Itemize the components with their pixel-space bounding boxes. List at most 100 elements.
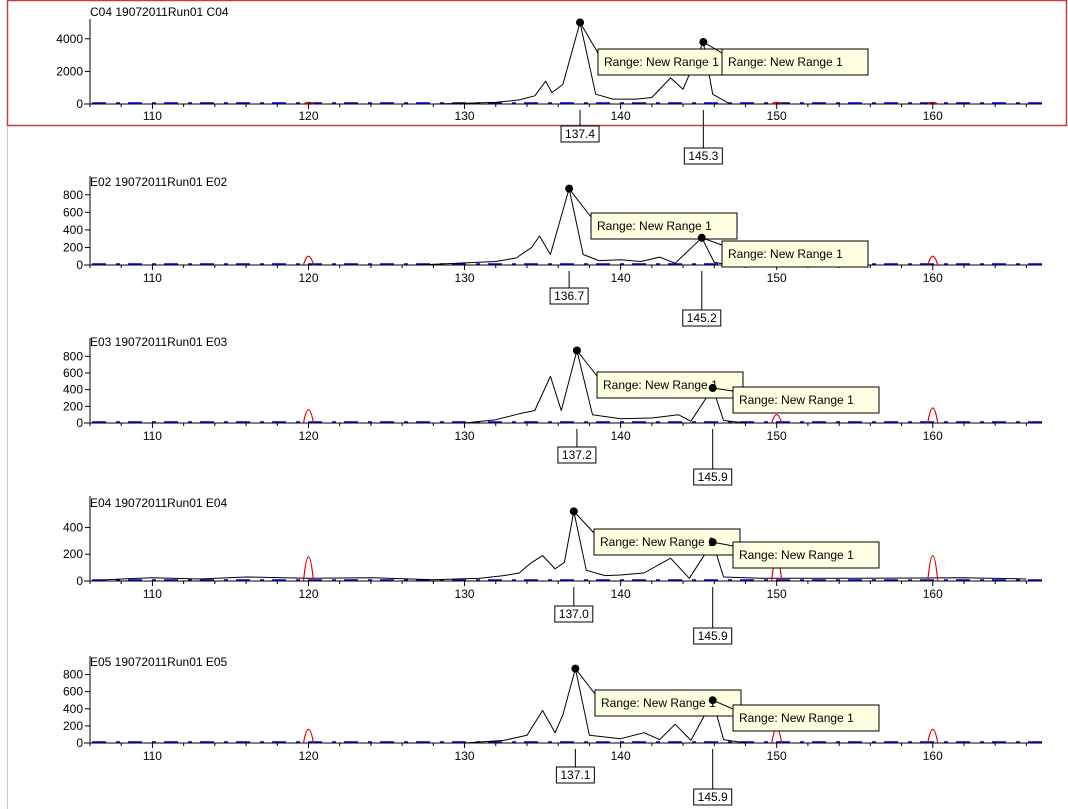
y-tick-label: 0 xyxy=(76,574,83,588)
peak-size-box xyxy=(560,125,600,143)
x-tick-label: 130 xyxy=(455,109,475,123)
peak-marker[interactable] xyxy=(571,664,580,673)
peak-size-label[interactable]: 137.1 xyxy=(555,766,595,784)
peak-size-label[interactable]: 145.9 xyxy=(693,788,733,806)
size-standard-peak xyxy=(302,556,315,582)
range-annotation-box xyxy=(594,689,742,717)
range-annotation-label: Range: New Range 1 xyxy=(728,55,843,69)
y-tick-label: 400 xyxy=(63,383,83,397)
peak-size-label[interactable]: 137.4 xyxy=(560,125,600,143)
peak-size-label[interactable]: 145.9 xyxy=(693,627,733,645)
sample-trace xyxy=(105,510,1027,581)
size-standard-peak xyxy=(302,255,315,266)
x-tick-label: 160 xyxy=(923,587,943,601)
range-annotation-label: Range: New Range 1 xyxy=(603,378,718,392)
range-annotation[interactable]: Range: New Range 1 xyxy=(594,689,742,717)
trace-panel[interactable]: E02 19072011Run01 E02 800 600 400 200 0 110 120… xyxy=(63,175,1042,327)
x-tick-label: 120 xyxy=(298,429,318,443)
peak-size-label[interactable]: 137.2 xyxy=(557,446,597,464)
peak-marker[interactable] xyxy=(708,384,717,392)
x-tick-label: 140 xyxy=(611,109,631,123)
size-standard-peak xyxy=(302,728,315,744)
range-annotation-box xyxy=(590,212,738,240)
range-annotation-box xyxy=(721,48,869,76)
sample-trace xyxy=(464,668,746,744)
peak-size-label[interactable]: 145.9 xyxy=(693,468,733,486)
range-annotation[interactable]: Range: New Range 1 xyxy=(593,528,741,556)
size-standard-peak xyxy=(303,101,314,105)
range-annotation-box xyxy=(732,386,880,414)
range-annotation[interactable]: Range: New Range 1 xyxy=(596,371,744,399)
range-annotation-label: Range: New Range 1 xyxy=(739,548,854,562)
size-standard-peak xyxy=(927,255,939,266)
x-tick-label: 120 xyxy=(298,749,318,763)
range-annotation[interactable]: Range: New Range 1 xyxy=(732,386,880,414)
trace-panel[interactable]: E05 19072011Run01 E05 800 600 400 200 0 110 120… xyxy=(63,655,1042,806)
peak-size-value: 137.1 xyxy=(560,768,590,782)
y-tick-label: 200 xyxy=(63,240,83,254)
x-tick-label: 160 xyxy=(923,271,943,285)
peak-marker[interactable] xyxy=(708,538,717,547)
x-tick-label: 150 xyxy=(767,587,787,601)
y-tick-label: 200 xyxy=(63,399,83,413)
peak-size-value: 137.0 xyxy=(559,607,589,621)
y-tick-label: 0 xyxy=(76,736,83,750)
trace-panel[interactable]: E04 19072011Run01 E04 400 200 0 110 120 130 140… xyxy=(63,496,1042,645)
peak-marker[interactable] xyxy=(572,346,581,355)
y-tick-label: 600 xyxy=(63,366,83,380)
range-annotation[interactable]: Range: New Range 1 xyxy=(721,48,869,76)
panel-title: C04 19072011Run01 C04 xyxy=(90,5,229,19)
annotation-leader xyxy=(576,350,598,377)
panel-title: E02 19072011Run01 E02 xyxy=(90,175,228,189)
range-annotation-label: Range: New Range 1 xyxy=(739,711,854,725)
x-tick-label: 140 xyxy=(611,587,631,601)
range-annotation[interactable]: Range: New Range 1 xyxy=(721,240,869,268)
peak-marker[interactable] xyxy=(576,18,585,27)
peak-marker[interactable] xyxy=(565,184,574,193)
peak-size-label[interactable]: 145.2 xyxy=(682,309,722,327)
x-tick-label: 110 xyxy=(143,429,162,443)
range-annotation[interactable]: Range: New Range 1 xyxy=(590,212,738,240)
y-tick-label: 200 xyxy=(63,719,83,733)
x-tick-label: 110 xyxy=(143,271,162,285)
peak-size-label[interactable]: 145.3 xyxy=(683,147,723,165)
peak-size-box xyxy=(693,627,733,645)
range-annotation-box xyxy=(732,541,880,569)
selected-panel-border xyxy=(6,0,1068,127)
peak-size-label[interactable]: 136.7 xyxy=(549,287,589,305)
x-tick-label: 120 xyxy=(298,271,318,285)
x-tick-label: 150 xyxy=(767,749,787,763)
peak-size-value: 145.9 xyxy=(698,629,728,643)
range-annotation[interactable]: Range: New Range 1 xyxy=(732,541,880,569)
range-annotation-label: Range: New Range 1 xyxy=(601,696,716,710)
peak-size-box xyxy=(693,788,733,806)
y-tick-label: 400 xyxy=(63,520,83,534)
panel-title: E03 19072011Run01 E03 xyxy=(90,335,228,349)
x-tick-label: 130 xyxy=(455,271,475,285)
trace-panel[interactable]: E03 19072011Run01 E03 800 600 400 200 0 110 120… xyxy=(63,335,1042,486)
panel-title: E05 19072011Run01 E05 xyxy=(90,655,228,669)
y-tick-label: 400 xyxy=(63,702,83,716)
panel-title: E04 19072011Run01 E04 xyxy=(90,496,228,510)
x-tick-label: 150 xyxy=(767,429,787,443)
peak-marker[interactable] xyxy=(569,507,578,516)
peak-size-box xyxy=(555,766,595,784)
range-annotation-label: Range: New Range 1 xyxy=(739,393,854,407)
x-tick-label: 140 xyxy=(611,749,631,763)
trace-panel[interactable]: C04 19072011Run01 C04 4000 2000 0 110 120 130 1… xyxy=(6,0,1068,165)
peak-marker[interactable] xyxy=(699,38,708,47)
range-annotation[interactable]: Range: New Range 1 xyxy=(732,704,880,732)
y-tick-label: 800 xyxy=(63,349,83,363)
range-annotation-box xyxy=(721,240,869,268)
size-standard-peak xyxy=(927,101,939,105)
range-annotation-label: Range: New Range 1 xyxy=(728,247,843,261)
y-tick-label: 800 xyxy=(63,668,83,682)
peak-marker[interactable] xyxy=(708,696,717,705)
peak-size-value: 145.9 xyxy=(698,470,728,484)
x-tick-label: 120 xyxy=(298,109,318,123)
peak-marker[interactable] xyxy=(697,233,706,242)
size-standard-peak xyxy=(771,101,783,105)
y-tick-label: 2000 xyxy=(56,64,83,78)
peak-size-label[interactable]: 137.0 xyxy=(554,605,594,623)
